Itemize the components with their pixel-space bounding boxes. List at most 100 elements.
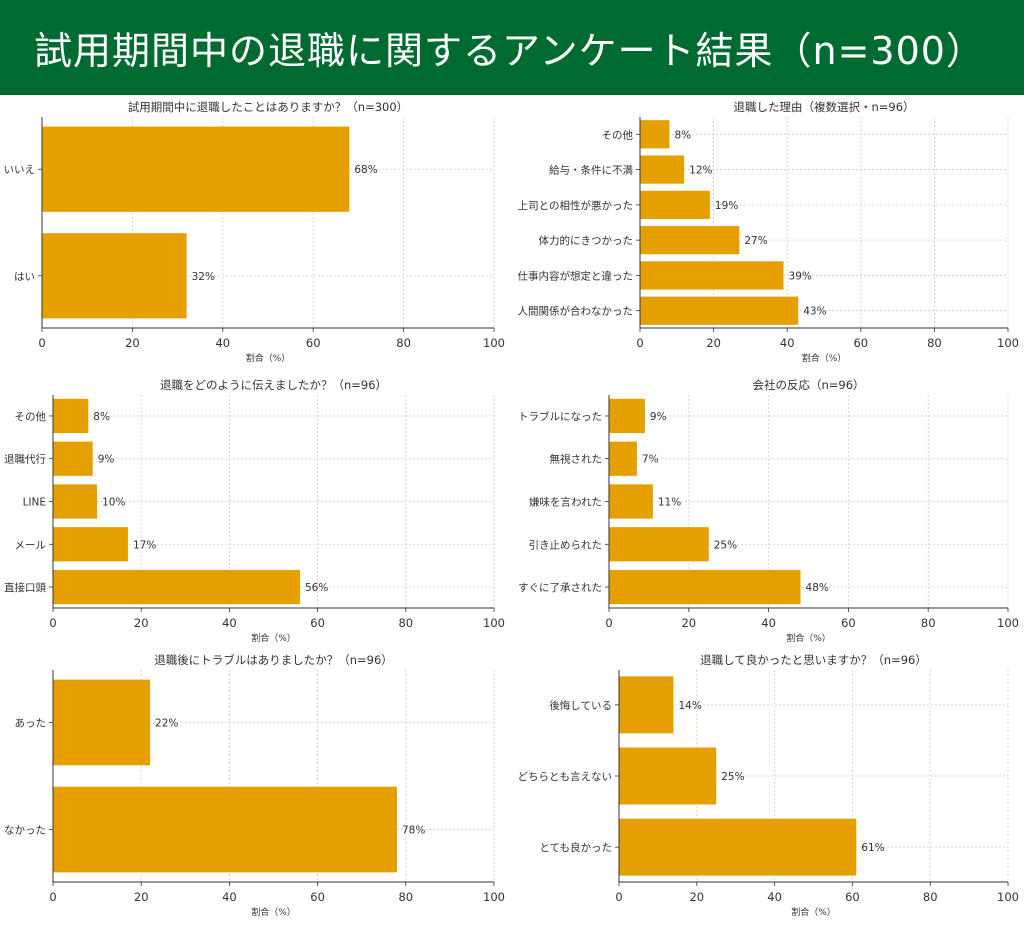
x-tick-label: 100 [483, 616, 505, 630]
x-tick-label: 80 [923, 890, 938, 904]
x-tick-label: 40 [780, 336, 795, 350]
bar [53, 398, 89, 434]
bar-value-label: 8% [93, 411, 110, 423]
chart-6: 退職して良かったと思いますか？（n=96） 0 20 40 60 80 100 後悔している 1… [518, 653, 1019, 918]
x-tick-label: 20 [706, 336, 721, 350]
y-tick-label: メール [15, 539, 47, 551]
y-tick-label: あった [15, 717, 47, 729]
bar-value-label: 7% [642, 454, 659, 466]
bar [619, 818, 857, 876]
x-tick-label: 20 [125, 336, 140, 350]
bar-value-label: 19% [715, 200, 738, 212]
x-tick-label: 0 [49, 890, 56, 904]
x-axis-label: 割合（%） [791, 906, 836, 918]
x-tick-label: 40 [215, 336, 230, 350]
y-tick-label: どちらとも言えない [518, 770, 613, 783]
x-tick-label: 40 [761, 616, 776, 630]
x-tick-label: 0 [615, 890, 622, 904]
bar-value-label: 12% [689, 165, 712, 177]
bar-value-label: 10% [102, 497, 125, 509]
chart-1: 試用期間中に退職したことはありますか？（n=300） 0 20 40 60 80 100 いい… [4, 100, 505, 364]
bar-value-label: 78% [402, 825, 425, 837]
x-tick-label: 0 [636, 336, 643, 350]
x-tick-label: 60 [845, 890, 860, 904]
bar [609, 441, 637, 476]
x-tick-label: 0 [49, 616, 56, 630]
page-title: 試用期間中の退職に関するアンケート結果（n=300） [34, 29, 985, 73]
x-tick-label: 20 [689, 890, 704, 904]
bar-value-label: 39% [789, 270, 812, 282]
bar-value-label: 25% [721, 771, 744, 783]
bar [42, 126, 350, 212]
bar-value-label: 43% [803, 306, 826, 318]
x-tick-label: 0 [38, 336, 45, 350]
bar-value-label: 14% [678, 700, 701, 712]
bar [640, 155, 685, 184]
x-tick-label: 60 [310, 890, 325, 904]
bar [53, 679, 151, 766]
y-tick-label: なかった [4, 825, 46, 837]
x-tick-label: 20 [134, 616, 149, 630]
y-tick-label: トラブルになった [518, 410, 602, 423]
bar [53, 527, 128, 562]
bar [609, 527, 709, 562]
y-tick-label: 無視された [550, 453, 603, 466]
x-tick-label: 40 [222, 890, 237, 904]
bar [609, 569, 801, 605]
x-tick-label: 100 [997, 890, 1019, 904]
bar-value-label: 32% [192, 271, 215, 283]
chart-5: 退職後にトラブルはありましたか？（n=96） 0 20 40 60 80 100 あった 22%… [4, 653, 505, 918]
bar [42, 233, 187, 319]
bar [619, 747, 717, 805]
x-tick-label: 60 [310, 616, 325, 630]
chart-3: 退職をどのように伝えましたか？（n=96） 0 20 40 60 80 100 その他 8% 退職… [4, 378, 505, 644]
x-tick-label: 60 [841, 616, 856, 630]
y-tick-label: 人間関係が合わなかった [518, 305, 634, 318]
y-tick-label: 上司との相性が悪かった [518, 199, 633, 212]
y-tick-label: LINE [23, 497, 46, 509]
x-tick-label: 60 [853, 336, 868, 350]
chart-title: 試用期間中に退職したことはありますか？（n=300） [128, 100, 408, 114]
y-tick-label: その他 [602, 128, 634, 141]
bar [53, 484, 98, 519]
chart-title: 退職した理由（複数選択・n=96） [733, 100, 914, 114]
header-banner: 試用期間中の退職に関するアンケート結果（n=300） [0, 0, 1024, 95]
x-axis-label: 割合（%） [251, 632, 296, 644]
x-tick-label: 20 [134, 890, 149, 904]
bar [640, 226, 740, 255]
y-tick-label: 嫌味を言われた [529, 496, 602, 509]
y-tick-label: すぐに了承された [518, 582, 602, 594]
bar-value-label: 25% [714, 539, 737, 551]
chart-2: 退職した理由（複数選択・n=96） 0 20 40 60 80 100 その他 8% 給与・条件に… [518, 100, 1019, 364]
bar-value-label: 61% [861, 842, 884, 854]
bar [609, 398, 645, 434]
x-tick-label: 60 [306, 336, 321, 350]
x-axis-label: 割合（%） [251, 906, 296, 918]
y-tick-label: いいえ [4, 164, 36, 176]
x-tick-label: 40 [767, 890, 782, 904]
bar [53, 441, 93, 476]
x-tick-label: 100 [483, 336, 505, 350]
bar [609, 484, 653, 519]
x-tick-label: 100 [997, 336, 1019, 350]
bar [53, 569, 300, 605]
bar [640, 261, 784, 290]
y-tick-label: とても良かった [539, 841, 612, 854]
y-tick-label: 後悔している [549, 699, 612, 712]
bar-value-label: 48% [806, 582, 829, 594]
bar-value-label: 11% [658, 497, 681, 509]
bar-value-label: 56% [305, 582, 328, 594]
y-tick-label: その他 [15, 410, 47, 423]
bar-value-label: 8% [674, 129, 691, 141]
bar-value-label: 9% [650, 411, 667, 423]
chart-title: 退職して良かったと思いますか？（n=96） [700, 653, 927, 667]
chart-title: 退職後にトラブルはありましたか？（n=96） [154, 653, 393, 667]
x-tick-label: 80 [396, 336, 411, 350]
x-axis-label: 割合（%） [786, 632, 831, 644]
bar-value-label: 68% [354, 164, 377, 176]
bar [619, 676, 674, 734]
x-tick-label: 80 [927, 336, 942, 350]
bar-value-label: 17% [133, 539, 156, 551]
y-tick-label: 給与・条件に不満 [549, 164, 633, 177]
